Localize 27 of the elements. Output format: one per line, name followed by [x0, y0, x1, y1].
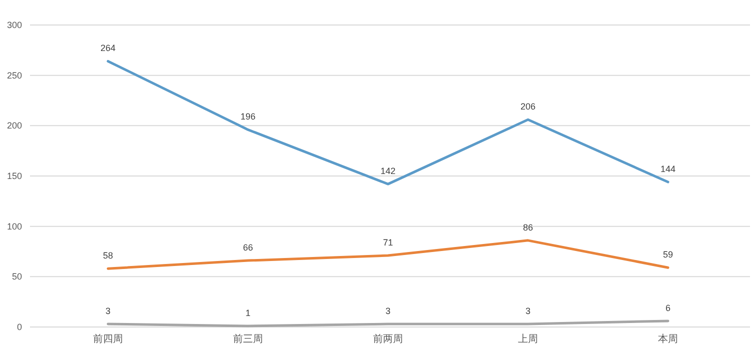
y-tick-label: 0	[16, 322, 22, 332]
data-label: 196	[240, 112, 256, 122]
y-tick-label: 200	[6, 120, 22, 131]
x-tick-label: 前两周	[373, 333, 403, 345]
data-label: 144	[660, 164, 676, 174]
data-label: 66	[242, 242, 254, 253]
data-label: 206	[520, 102, 536, 112]
data-label: 58	[102, 250, 114, 261]
data-label: 3	[105, 306, 111, 316]
data-label: 59	[662, 250, 674, 260]
data-label: 142	[380, 166, 396, 176]
data-label: 86	[522, 222, 534, 232]
x-tick-label: 前三周	[233, 333, 263, 345]
data-label: 3	[385, 306, 391, 316]
y-tick-label: 150	[6, 171, 22, 181]
y-tick-label: 50	[12, 272, 22, 282]
x-tick-label: 上周	[518, 333, 538, 345]
x-tick-label: 本周	[658, 333, 678, 345]
data-label: 3	[525, 306, 531, 316]
y-tick-label: 250	[6, 70, 22, 80]
y-tick-label: 300	[6, 20, 22, 30]
x-tick-label: 前四周	[93, 333, 123, 345]
data-label: 264	[100, 43, 116, 54]
data-label: 1	[245, 308, 251, 318]
data-label: 71	[382, 238, 394, 248]
y-tick-label: 100	[6, 221, 22, 232]
data-label: 6	[665, 302, 671, 313]
